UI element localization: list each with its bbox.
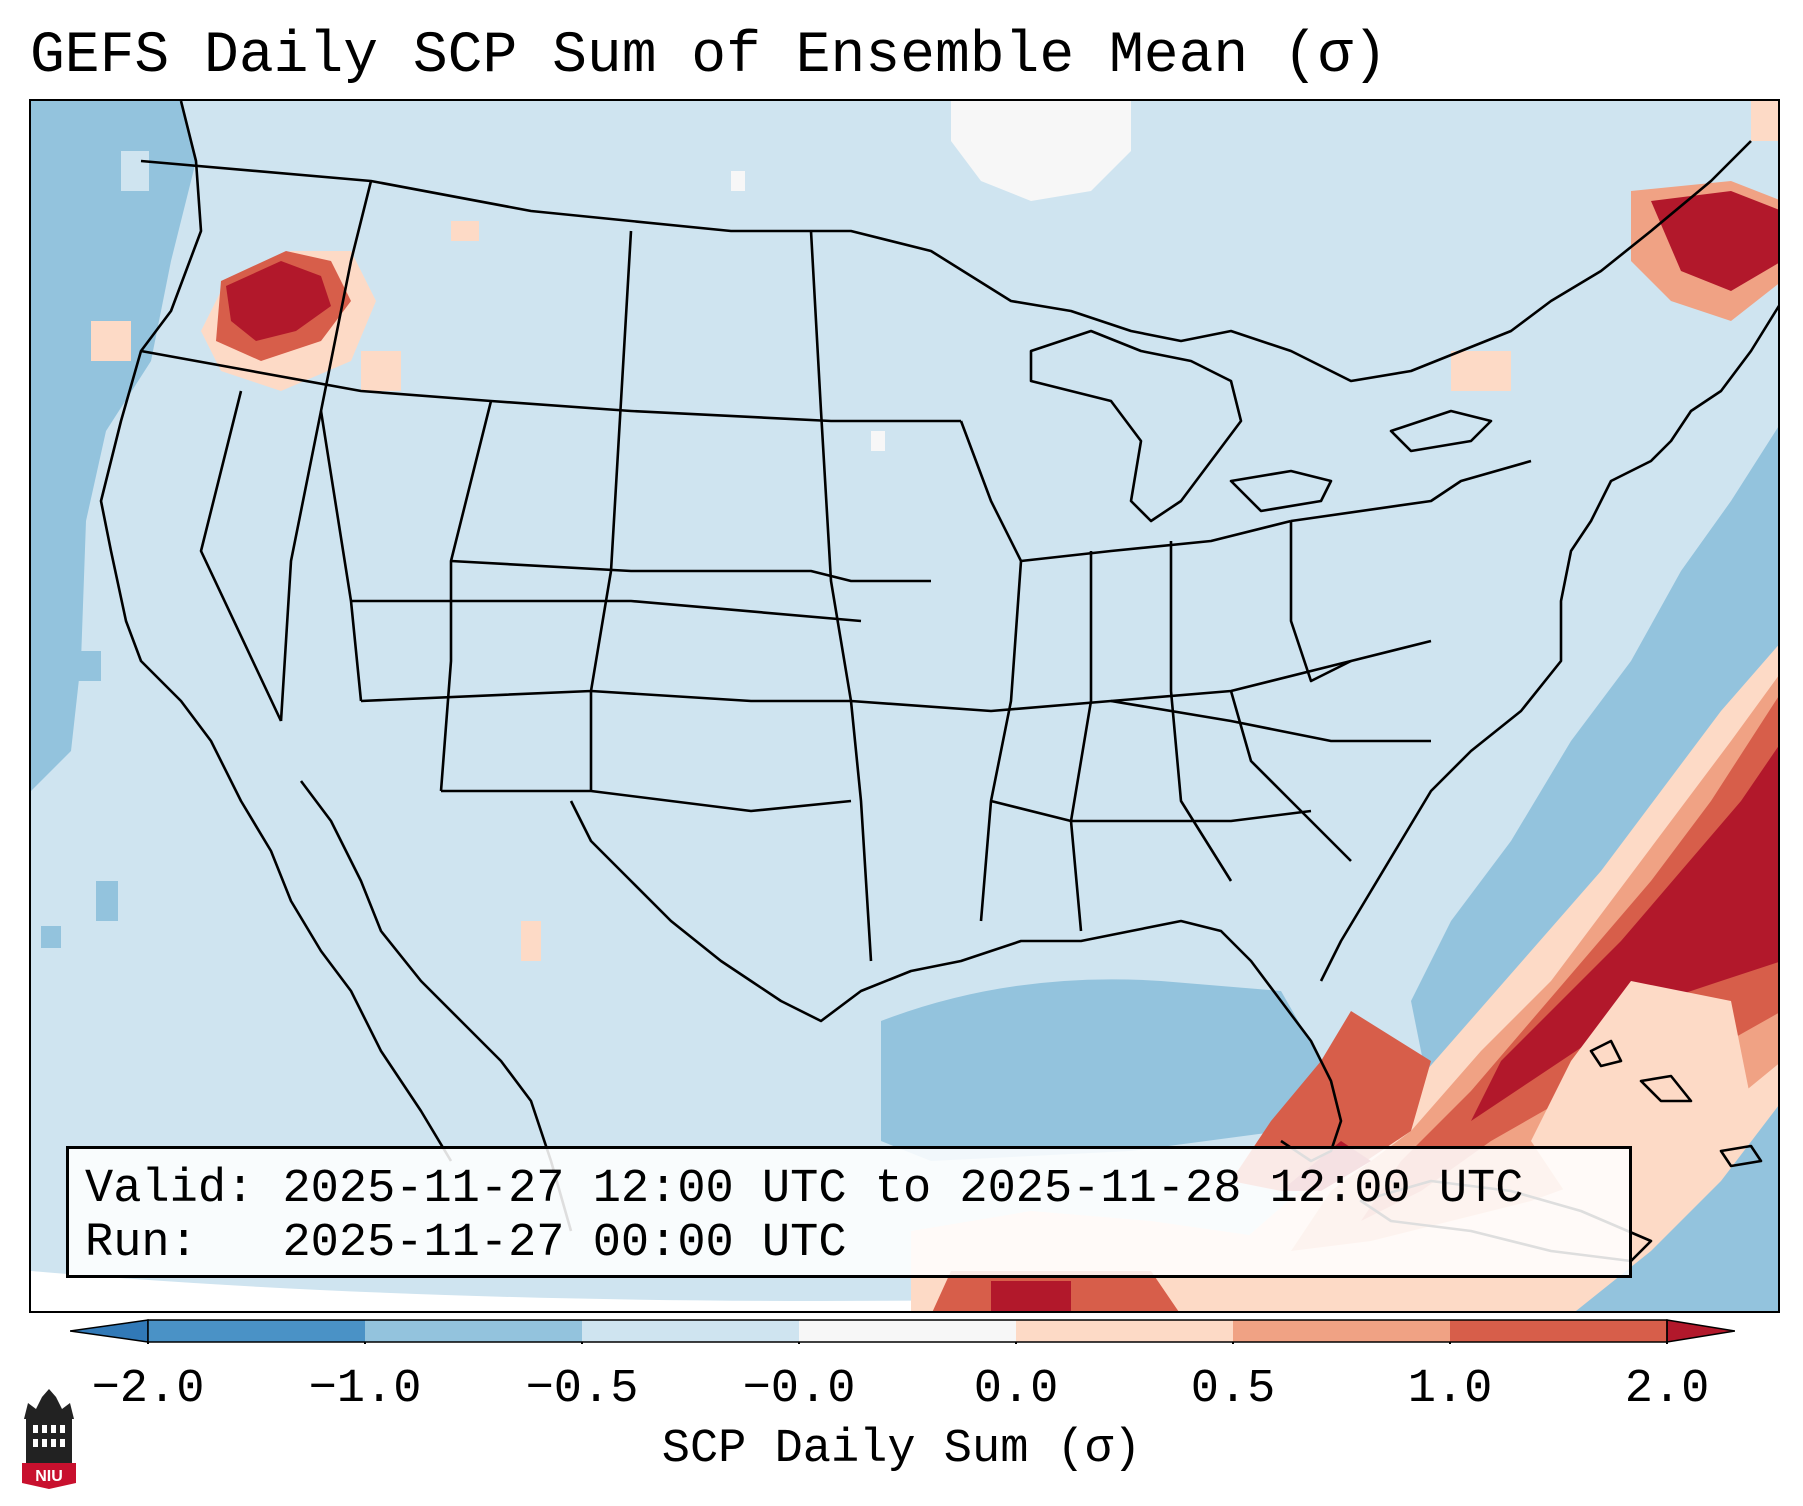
colorbar-extend-min [70,1319,149,1343]
logo-text: NIU [35,1468,63,1485]
pnw-band-above-2 [226,261,331,341]
run-value: 2025-11-27 00:00 UTC [282,1217,847,1270]
pnw-coast-patch [91,321,131,361]
colorbar-bin [799,1320,1016,1342]
canada-neutral-patch [731,171,745,191]
colorbar-bin [1016,1320,1233,1342]
pacific-patch [121,151,149,191]
pacific-small-patch [521,921,541,961]
map-borders [99,101,1778,1263]
colorbar-label: SCP Daily Sum (σ) [661,1423,1142,1476]
colorbar-ticks [147,1342,1668,1344]
valid-line: Valid: 2025-11-27 12:00 UTC to 2025-11-2… [85,1163,1629,1217]
colorbar-tick-label: 0.5 [1190,1363,1276,1416]
run-line: Run: 2025-11-27 00:00 UTC [85,1217,1629,1271]
ontario-patch [1451,351,1511,391]
colorbar-bin [148,1320,365,1342]
pacific-patch [41,926,61,948]
pacific-patch [96,881,118,921]
valid-value: 2025-11-27 12:00 UTC to 2025-11-28 12:00… [282,1163,1524,1216]
colorbar-tick-label: −1.0 [308,1363,422,1416]
colorbar-extend-max [1666,1319,1735,1343]
scp-map [31,101,1778,1311]
ne-band-above-2 [1651,191,1778,291]
pacific-low-region [31,101,196,791]
canada-neutral-patch [951,101,1131,201]
colorbar-tick-label: 2.0 [1624,1363,1710,1416]
map-title: GEFS Daily SCP Sum of Ensemble Mean (σ) [30,24,1388,89]
atlantic-band-above-2 [1471,746,1778,1121]
colorbar-outline [147,1319,1668,1343]
pacific-patch [71,651,101,681]
ne-corner-patch [1751,101,1778,141]
colorbar-bin [582,1320,799,1342]
colorbar [70,1319,1735,1344]
validity-info-box: Valid: 2025-11-27 12:00 UTC to 2025-11-2… [66,1146,1632,1278]
colorbar-bin [365,1320,582,1342]
colorbar-tick-label: −2.0 [91,1363,205,1416]
colorbar-tick-label: 1.0 [1407,1363,1493,1416]
niu-logo: NIU [22,1389,76,1489]
run-label: Run: [85,1217,198,1270]
gulf-low-region [881,979,1321,1161]
colorbar-tick-label: −0.5 [525,1363,639,1416]
montana-patch [451,221,479,241]
valid-label: Valid: [85,1163,255,1216]
canada-neutral-patch [871,431,885,451]
idaho-patch [361,351,401,391]
map-panel [29,99,1780,1313]
colorbar-bin [1233,1320,1450,1342]
colorbar-bin [1450,1320,1667,1342]
colorbar-tick-label: −0.0 [742,1363,856,1416]
caribbean-band-above-2 [991,1281,1071,1311]
colorbar-tick-label: 0.0 [973,1363,1059,1416]
